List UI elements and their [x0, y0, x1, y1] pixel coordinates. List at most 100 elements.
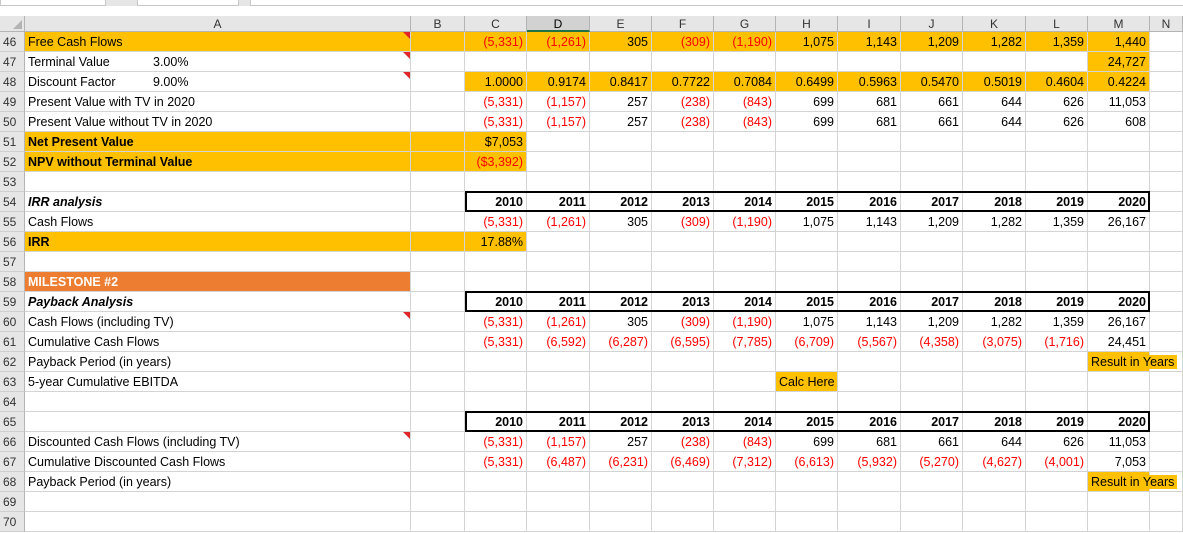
cell-e52[interactable]: [590, 152, 652, 172]
column-header-b[interactable]: B: [411, 16, 465, 32]
cell-m51[interactable]: [1088, 132, 1150, 152]
cell-k69[interactable]: [963, 492, 1026, 512]
cell-i56[interactable]: [838, 232, 901, 252]
cell-b57[interactable]: [411, 252, 465, 272]
column-header-m[interactable]: M: [1088, 16, 1150, 32]
cell-k66[interactable]: 644: [963, 432, 1026, 452]
row-header[interactable]: 63: [0, 372, 25, 392]
comment-indicator-icon[interactable]: [403, 32, 410, 39]
cell-i48[interactable]: 0.5963: [838, 72, 901, 92]
cell-d63[interactable]: [527, 372, 590, 392]
cell-f49[interactable]: (238): [652, 92, 714, 112]
column-header-i[interactable]: I: [838, 16, 901, 32]
cell-d59[interactable]: 2011: [527, 292, 590, 312]
cell-c67[interactable]: (5,331): [465, 452, 527, 472]
cell-n58[interactable]: [1150, 272, 1183, 292]
cell-g67[interactable]: (7,312): [714, 452, 776, 472]
cell-c62[interactable]: [465, 352, 527, 372]
cell-m64[interactable]: [1088, 392, 1150, 412]
cell-k54[interactable]: 2018: [963, 192, 1026, 212]
cell-j62[interactable]: [901, 352, 963, 372]
cell-h52[interactable]: [776, 152, 838, 172]
cell-c68[interactable]: [465, 472, 527, 492]
cell-i58[interactable]: [838, 272, 901, 292]
cell-b68[interactable]: [411, 472, 465, 492]
cell-g54[interactable]: 2014: [714, 192, 776, 212]
row-header[interactable]: 70: [0, 512, 25, 532]
formula-controls[interactable]: [137, 0, 239, 6]
cell-i68[interactable]: [838, 472, 901, 492]
cell-a59[interactable]: Payback Analysis: [25, 292, 411, 312]
cell-k52[interactable]: [963, 152, 1026, 172]
cell-k47[interactable]: [963, 52, 1026, 72]
cell-m47[interactable]: 24,727: [1088, 52, 1150, 72]
cell-l67[interactable]: (4,001): [1026, 452, 1088, 472]
cell-l55[interactable]: 1,359: [1026, 212, 1088, 232]
cell-f56[interactable]: [652, 232, 714, 252]
cell-k58[interactable]: [963, 272, 1026, 292]
cell-i69[interactable]: [838, 492, 901, 512]
cell-j69[interactable]: [901, 492, 963, 512]
cell-f53[interactable]: [652, 172, 714, 192]
cell-m70[interactable]: [1088, 512, 1150, 532]
cell-i49[interactable]: 681: [838, 92, 901, 112]
cell-f51[interactable]: [652, 132, 714, 152]
cell-g69[interactable]: [714, 492, 776, 512]
cell-h51[interactable]: [776, 132, 838, 152]
cell-c56[interactable]: 17.88%: [465, 232, 527, 252]
column-header-l[interactable]: L: [1026, 16, 1088, 32]
cell-l50[interactable]: 626: [1026, 112, 1088, 132]
cell-b65[interactable]: [411, 412, 465, 432]
cell-d55[interactable]: (1,261): [527, 212, 590, 232]
cell-d66[interactable]: (1,157): [527, 432, 590, 452]
cell-d56[interactable]: [527, 232, 590, 252]
cell-l61[interactable]: (1,716): [1026, 332, 1088, 352]
cell-g48[interactable]: 0.7084: [714, 72, 776, 92]
cell-k64[interactable]: [963, 392, 1026, 412]
row-header[interactable]: 69: [0, 492, 25, 512]
cell-j54[interactable]: 2017: [901, 192, 963, 212]
cell-a63[interactable]: 5-year Cumulative EBITDA: [25, 372, 411, 392]
cell-j47[interactable]: [901, 52, 963, 72]
cell-n50[interactable]: [1150, 112, 1183, 132]
cell-a50[interactable]: Present Value without TV in 2020: [25, 112, 411, 132]
cell-d69[interactable]: [527, 492, 590, 512]
cell-m57[interactable]: [1088, 252, 1150, 272]
row-header[interactable]: 60: [0, 312, 25, 332]
cell-a58[interactable]: MILESTONE #2: [25, 272, 411, 292]
cell-g52[interactable]: [714, 152, 776, 172]
cell-k62[interactable]: [963, 352, 1026, 372]
cell-i47[interactable]: [838, 52, 901, 72]
cell-h47[interactable]: [776, 52, 838, 72]
row-header[interactable]: 55: [0, 212, 25, 232]
cell-h61[interactable]: (6,709): [776, 332, 838, 352]
cell-a47[interactable]: Terminal Value 3.00%: [25, 52, 411, 72]
cell-g65[interactable]: 2014: [714, 412, 776, 432]
cell-i70[interactable]: [838, 512, 901, 532]
cell-k46[interactable]: 1,282: [963, 32, 1026, 52]
cell-f65[interactable]: 2013: [652, 412, 714, 432]
cell-e63[interactable]: [590, 372, 652, 392]
cell-e66[interactable]: 257: [590, 432, 652, 452]
cell-k63[interactable]: [963, 372, 1026, 392]
cell-d61[interactable]: (6,592): [527, 332, 590, 352]
cell-i65[interactable]: 2016: [838, 412, 901, 432]
cell-a61[interactable]: Cumulative Cash Flows: [25, 332, 411, 352]
cell-a54[interactable]: IRR analysis: [25, 192, 411, 212]
cell-d68[interactable]: [527, 472, 590, 492]
cell-j58[interactable]: [901, 272, 963, 292]
cell-a55[interactable]: Cash Flows: [25, 212, 411, 232]
cell-f61[interactable]: (6,595): [652, 332, 714, 352]
cell-h63[interactable]: Calc Here: [776, 372, 838, 392]
cell-h58[interactable]: [776, 272, 838, 292]
cell-n55[interactable]: [1150, 212, 1183, 232]
cell-b61[interactable]: [411, 332, 465, 352]
cell-j63[interactable]: [901, 372, 963, 392]
cell-g70[interactable]: [714, 512, 776, 532]
cell-j67[interactable]: (5,270): [901, 452, 963, 472]
cell-n57[interactable]: [1150, 252, 1183, 272]
comment-indicator-icon[interactable]: [403, 72, 410, 79]
cell-a62[interactable]: Payback Period (in years): [25, 352, 411, 372]
cell-b64[interactable]: [411, 392, 465, 412]
